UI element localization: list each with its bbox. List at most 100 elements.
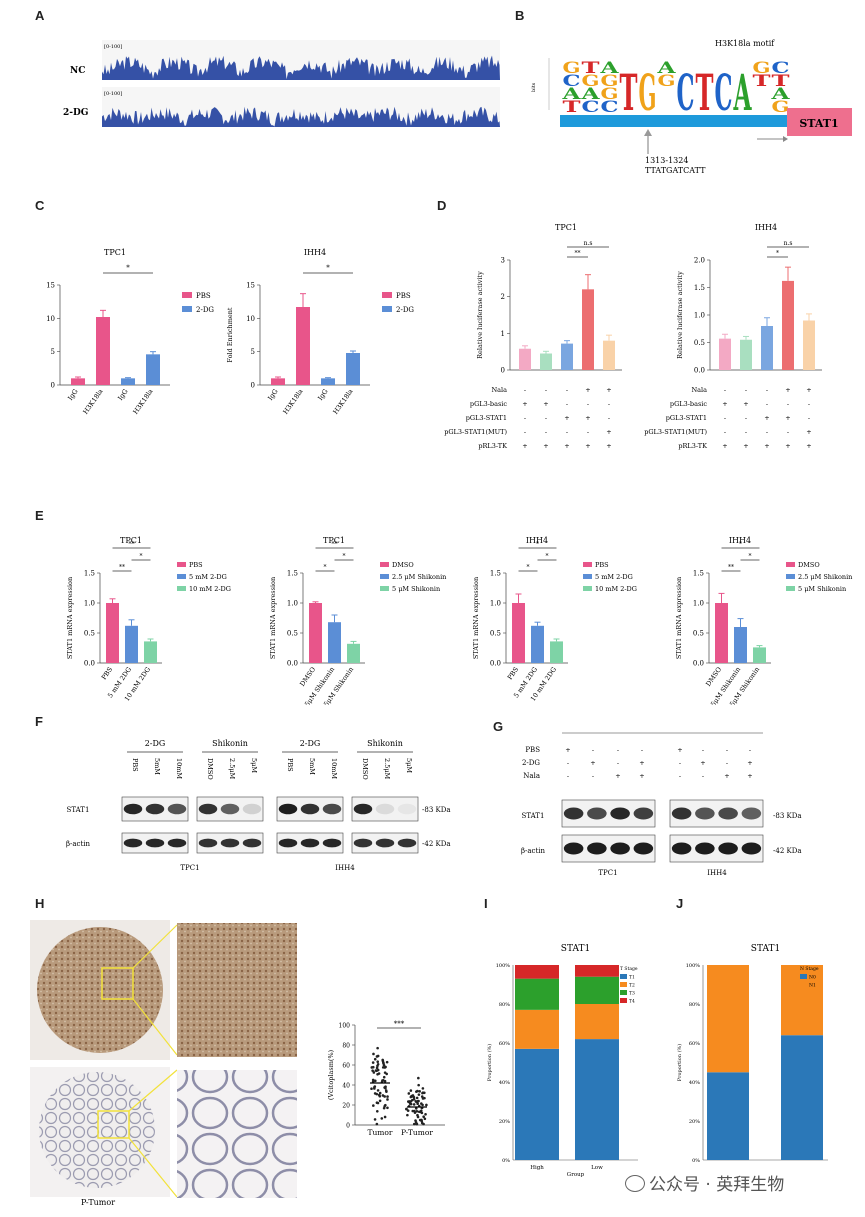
logo-letter: A (733, 63, 752, 122)
blot-band (220, 803, 240, 815)
blot-row-label: STAT1 (522, 812, 545, 820)
legend-label: PBS (196, 292, 211, 300)
treatment-sign: - (679, 759, 681, 767)
scatter-point (376, 1046, 379, 1050)
treatment-label: pRL3-TK (478, 442, 507, 450)
chart-title: TPC1 (104, 248, 126, 257)
scatter-point (372, 1052, 375, 1056)
signal-path (102, 106, 500, 127)
y-tick-label: 0 (501, 367, 505, 375)
y-tick-label: 10 (246, 315, 255, 323)
chart-title: IHH4 (729, 536, 751, 545)
stack-segment (515, 965, 559, 979)
scatter-point (411, 1095, 415, 1098)
y-tick-label: 1.5 (287, 570, 298, 578)
y-tick-label: 2 (501, 293, 505, 301)
treatment-sign: - (749, 746, 751, 754)
y-tick-label: 1.5 (694, 284, 705, 292)
treatment-sign: - (787, 400, 789, 408)
stacked-bar-chart: STAT1 Proportion (%) 0% 20% 40% 60% 80% 100% Hig… (486, 944, 638, 1178)
treatment-label: PBS (525, 746, 540, 754)
qpcr-chart-0: TPC1 STAT1 mRNA expression 0.0 0.5 1.0 1.5 PBS… (66, 536, 231, 703)
significance-mark: ** (332, 541, 338, 548)
cell-line-label: TPC1 (598, 869, 617, 877)
y-tick-label: 80% (689, 1002, 700, 1008)
bar (603, 340, 615, 370)
scatter-point (421, 1087, 425, 1090)
qpcr-chart-3: IHH4 STAT1 mRNA expression 0.0 0.5 1.0 1.5 DMS… (675, 536, 852, 705)
bar (121, 378, 135, 385)
logo-letter: G (601, 71, 619, 90)
bar (782, 280, 794, 370)
treatment-sign: - (545, 414, 547, 422)
significance-mark: * (343, 553, 346, 560)
scatter-point (383, 1086, 386, 1089)
treatment-sign: - (766, 400, 768, 408)
treatment-sign: - (745, 428, 747, 436)
tumor-core (37, 927, 163, 1053)
chart-title: IHH4 (526, 536, 548, 545)
treatment-sign: + (722, 400, 727, 408)
legend-swatch (800, 974, 807, 979)
y-tick-label: 2.0 (694, 257, 705, 265)
legend-swatch (182, 306, 192, 312)
legend-swatch (583, 574, 592, 579)
treatment-sign: - (545, 428, 547, 436)
stack-segment (781, 1035, 823, 1160)
scatter-point (372, 1071, 376, 1074)
watermark: 公众号 · 英拜生物 (625, 1170, 784, 1195)
y-tick-label: 0 (51, 382, 55, 390)
y-tick-label: 80 (342, 1043, 350, 1050)
scatter-point (371, 1078, 375, 1082)
scatter-point (375, 1122, 379, 1126)
lane-label: 5μM (405, 758, 413, 773)
blot-band (242, 803, 262, 815)
treatment-sign: - (617, 759, 619, 767)
chip-chart-0: TPC1Fold Enrichment051015IgGH3K18laIgGH3… (46, 248, 214, 415)
legend-swatch (380, 574, 389, 579)
bar (582, 289, 594, 370)
x-tick-label: IgG (266, 388, 279, 402)
treatment-sign: - (679, 772, 681, 780)
logo-letter: G (658, 71, 676, 90)
treatment-sign: - (524, 428, 526, 436)
treatment-sign: - (617, 746, 619, 754)
panel-label-j: J (676, 896, 684, 911)
significance-mark: * (546, 553, 549, 560)
panel-label-c: C (35, 198, 45, 213)
legend-label: 2-DG (196, 306, 214, 314)
scatter-point (383, 1079, 387, 1083)
blot-row-label: STAT1 (67, 806, 90, 814)
x-tick-label: DMSO (298, 666, 317, 688)
y-tick-label: 60% (499, 1041, 510, 1047)
logo-letter: A (599, 58, 619, 77)
y-tick-label: 40 (342, 1083, 350, 1090)
treatment-sign: - (587, 400, 589, 408)
treatment-sign: + (677, 746, 682, 754)
bar (550, 641, 563, 663)
treatment-label: pGL3-STAT1(MUT) (444, 428, 507, 436)
treatment-sign: + (606, 442, 611, 450)
cell-line-label: IHH4 (707, 869, 727, 877)
chart-title: TPC1 (120, 536, 142, 545)
y-axis-label: STAT1 mRNA expression (66, 577, 74, 659)
scatter-point (386, 1106, 389, 1110)
treatment-sign: - (766, 386, 768, 394)
blot-band (610, 807, 630, 820)
scatter-point (375, 1066, 379, 1070)
logo-letter: G (753, 58, 771, 77)
scatter-point (373, 1092, 377, 1095)
treatment-sign: - (567, 759, 569, 767)
y-tick-label: 1.5 (84, 570, 95, 578)
kda-label: -83 KDa (422, 806, 451, 814)
scatter-point (416, 1113, 419, 1117)
treatment-sign: - (724, 428, 726, 436)
legend-label: 5 μM Shikonin (392, 585, 440, 593)
y-tick-label: 40% (689, 1080, 700, 1086)
x-tick-label: H3K18la (282, 387, 305, 415)
logo-letter: G (582, 71, 600, 90)
treatment-sign: + (522, 400, 527, 408)
treatment-sign: + (522, 442, 527, 450)
